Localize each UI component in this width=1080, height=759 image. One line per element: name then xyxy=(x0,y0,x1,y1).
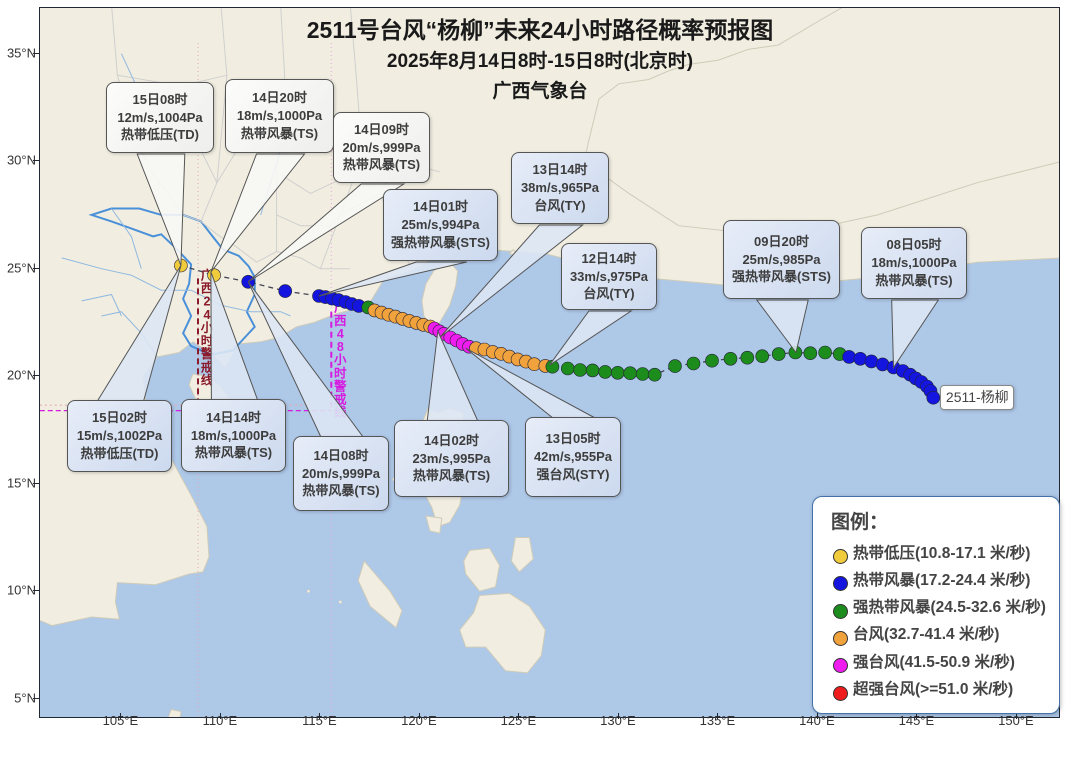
svg-text:西: 西 xyxy=(334,314,347,328)
svg-text:8: 8 xyxy=(337,340,344,354)
svg-text:时: 时 xyxy=(334,365,347,380)
svg-text:2: 2 xyxy=(204,295,211,309)
svg-text:4: 4 xyxy=(337,327,344,341)
svg-text:小: 小 xyxy=(333,352,347,367)
svg-text:警: 警 xyxy=(333,378,347,393)
svg-text:4: 4 xyxy=(204,308,211,322)
